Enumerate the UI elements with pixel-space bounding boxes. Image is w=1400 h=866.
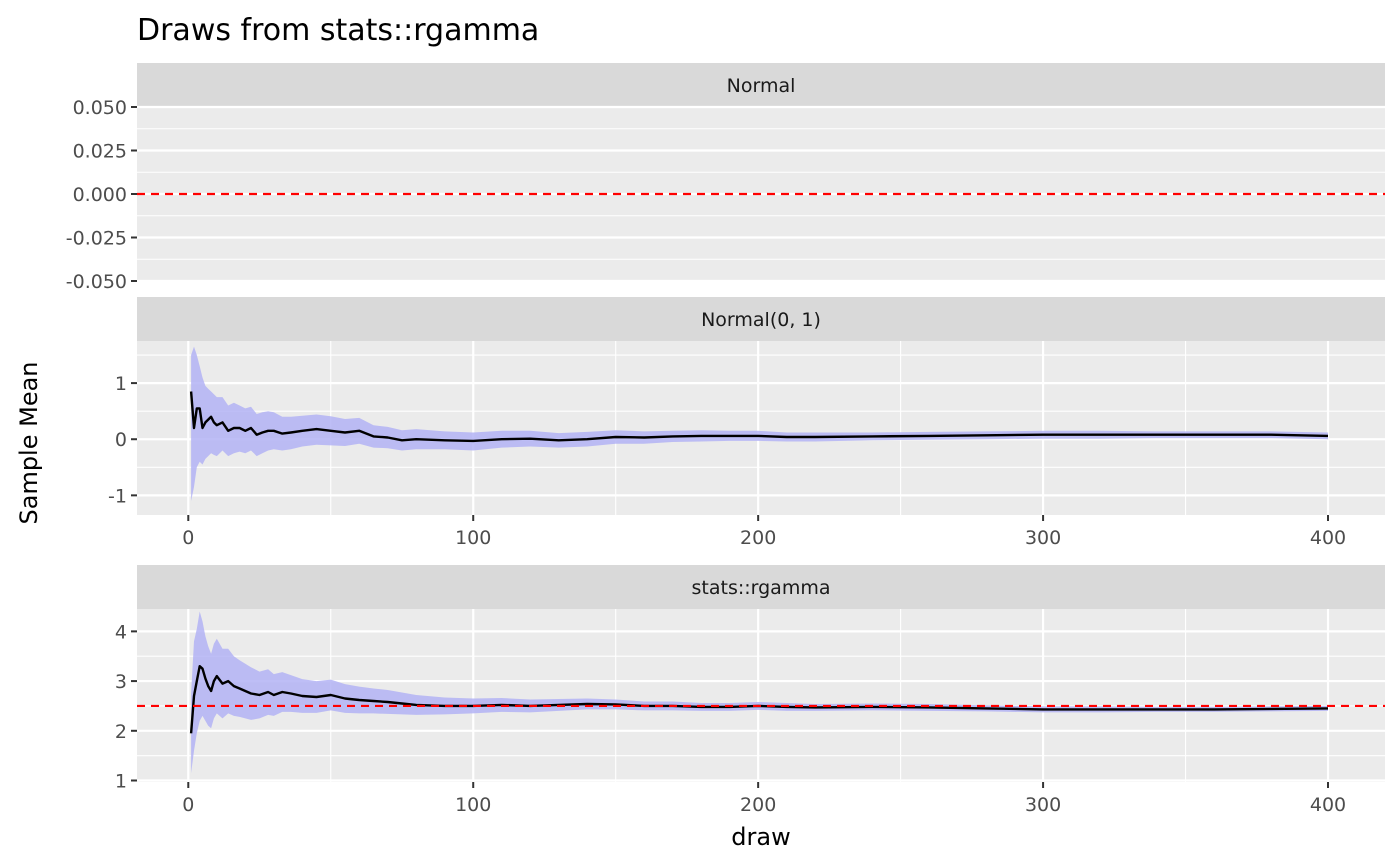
y-tick-label: 2	[115, 721, 127, 743]
y-tick-label: 4	[115, 621, 127, 643]
facet-strip	[137, 63, 1385, 107]
x-axis-title: draw	[731, 823, 790, 851]
facet-strip-label: Normal	[727, 75, 796, 97]
x-tick-label: 400	[1310, 794, 1346, 816]
sample-mean-line	[189, 391, 1329, 443]
y-tick-label: 3	[115, 671, 127, 693]
facet-strip-label: stats::rgamma	[692, 577, 831, 599]
facet-strip	[137, 297, 1385, 341]
y-tick-label: 0.025	[73, 141, 127, 163]
facet-strip	[137, 565, 1385, 609]
y-tick-label: 0.000	[73, 184, 127, 206]
y-tick-label: -0.025	[66, 228, 127, 250]
y-tick-label: 0	[115, 429, 127, 451]
facet-panel: Normal(0, 1) -1 0 1 0 100 200 300 400	[108, 297, 1385, 549]
y-tick-label: -0.050	[66, 271, 127, 293]
y-axis-title: Sample Mean	[15, 361, 43, 524]
x-tick-label: 0	[182, 527, 194, 549]
x-tick-label: 0	[182, 794, 194, 816]
y-tick-label: -1	[108, 485, 127, 507]
x-tick-label: 400	[1310, 527, 1346, 549]
y-tick-label: 1	[115, 373, 127, 395]
x-tick-label: 300	[1025, 794, 1061, 816]
y-tick-label: 0.050	[73, 97, 127, 119]
y-tick-label: 1	[115, 771, 127, 793]
chart-title: Draws from stats::rgamma	[137, 13, 539, 48]
facet-panels: Normal -0.050 -0.025 0.000 0.025 0.050 Normal(…	[66, 63, 1385, 816]
x-tick-label: 300	[1025, 527, 1061, 549]
facet-strip-label: Normal(0, 1)	[701, 309, 821, 331]
facet-panel: Normal -0.050 -0.025 0.000 0.025 0.050	[66, 63, 1385, 293]
x-tick-label: 100	[455, 794, 491, 816]
sample-mean-line	[189, 665, 1329, 734]
x-tick-label: 200	[740, 527, 776, 549]
x-tick-label: 100	[455, 527, 491, 549]
x-tick-label: 200	[740, 794, 776, 816]
